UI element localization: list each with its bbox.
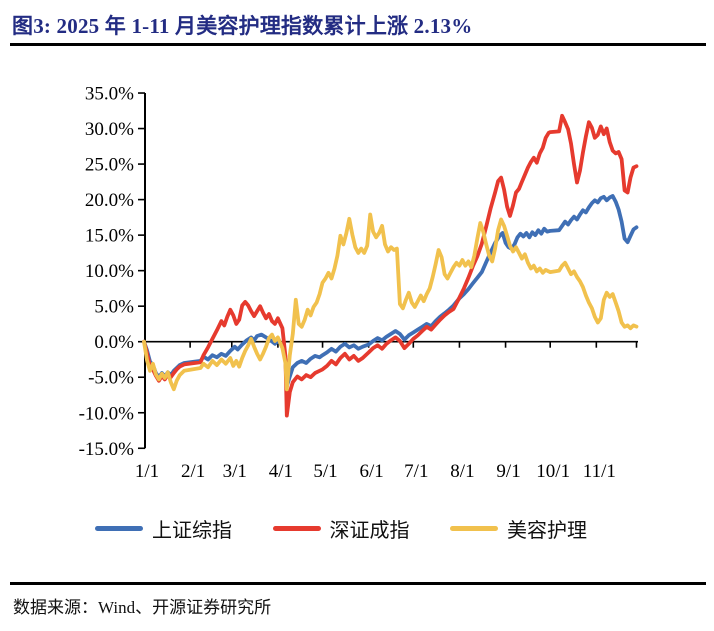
figure-title: 图3: 2025 年 1-11 月美容护理指数累计上涨 2.13% [12,14,473,38]
x-axis-tick-label: 3/1 [223,461,247,482]
y-axis-tick-label: 35.0% [85,84,134,105]
series-line-美容护理 [142,212,639,392]
x-axis-tick-label: 8/1 [450,461,474,482]
y-axis-tick-label: -5.0% [88,368,134,389]
beauty-care-line-swatch [450,526,498,531]
legend-item-sse-composite: 上证综指 [95,514,232,543]
x-axis-tick-label: 6/1 [360,461,384,482]
x-axis-tick-label: 1/1 [135,461,159,482]
legend-label: 上证综指 [152,520,232,542]
legend-item-beauty-care: 美容护理 [450,514,587,543]
y-axis-tick-label: 5.0% [94,297,134,318]
x-axis-tick-label: 2/1 [181,461,205,482]
y-axis-tick-label: 15.0% [85,226,134,247]
data-source-note: 数据来源：Wind、开源证券研究所 [13,598,272,617]
y-axis-tick-label: 0.0% [94,332,134,353]
legend-label: 深证成指 [329,520,410,542]
y-axis-tick-label: 20.0% [85,190,134,211]
legend-item-szse-component: 深证成指 [272,514,410,543]
title-divider [10,43,706,46]
beauty-care-index-line-chart: 35.0% 30.0% 25.0% 20.0% 15.0% 10.0% 5.0% 0.0% -5… [0,48,714,500]
y-axis-tick-label: 30.0% [85,119,134,140]
sse-composite-line-swatch [95,526,143,531]
x-axis-tick-label: 11/1 [583,461,616,482]
chart-legend: 上证综指 深证成指 美容护理 [95,514,587,543]
y-axis-tick-label: -10.0% [79,403,135,424]
x-axis-tick-label: 9/1 [496,461,520,482]
x-axis-tick-label: 10/1 [536,461,570,482]
chart-canvas: 35.0% 30.0% 25.0% 20.0% 15.0% 10.0% 5.0% 0.0% -5… [79,84,639,482]
x-axis-tick-label: 5/1 [313,461,337,482]
y-axis-tick-label: 10.0% [85,261,134,282]
legend-label: 美容护理 [507,520,587,542]
y-axis-tick-label: 25.0% [85,155,134,176]
y-axis-tick-label: -15.0% [79,439,135,460]
x-axis-tick-label: 4/1 [269,461,293,482]
szse-component-line-swatch [272,526,321,531]
bottom-divider [10,582,706,585]
series-line-上证综指 [142,194,639,389]
series-line-深证成指 [142,113,639,418]
x-axis-tick-label: 7/1 [404,461,428,482]
